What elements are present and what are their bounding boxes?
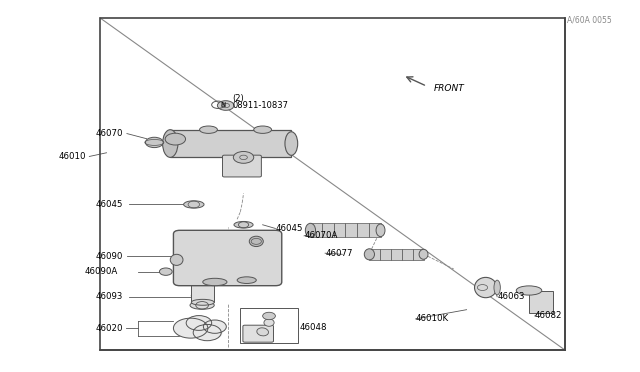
Ellipse shape xyxy=(163,130,178,157)
Ellipse shape xyxy=(170,254,183,265)
Text: FRONT: FRONT xyxy=(433,84,464,93)
Ellipse shape xyxy=(237,277,256,283)
Ellipse shape xyxy=(516,286,541,295)
Ellipse shape xyxy=(285,132,298,155)
Bar xyxy=(241,308,298,343)
Bar xyxy=(322,223,334,237)
Bar xyxy=(191,281,214,302)
Ellipse shape xyxy=(305,223,316,237)
Ellipse shape xyxy=(494,280,500,295)
Bar xyxy=(310,223,322,237)
Ellipse shape xyxy=(249,236,263,247)
Ellipse shape xyxy=(474,278,497,298)
Circle shape xyxy=(204,320,227,333)
Text: 46070A: 46070A xyxy=(304,231,337,240)
Text: 46063: 46063 xyxy=(497,292,525,301)
Bar xyxy=(334,223,346,237)
Bar xyxy=(170,130,291,157)
Circle shape xyxy=(195,324,223,341)
Circle shape xyxy=(173,318,209,339)
Text: 46082: 46082 xyxy=(535,311,563,320)
Bar xyxy=(346,223,357,237)
Circle shape xyxy=(159,268,172,275)
Bar xyxy=(391,249,402,260)
Text: 46090A: 46090A xyxy=(84,267,118,276)
Ellipse shape xyxy=(234,221,253,228)
Text: N: N xyxy=(220,102,225,108)
Bar xyxy=(357,223,369,237)
Bar xyxy=(369,223,381,237)
Ellipse shape xyxy=(191,292,213,299)
Ellipse shape xyxy=(203,278,227,286)
Ellipse shape xyxy=(419,249,428,259)
Circle shape xyxy=(165,133,186,145)
Bar xyxy=(402,249,413,260)
Text: 46070: 46070 xyxy=(96,129,123,138)
Text: 46090: 46090 xyxy=(96,251,123,261)
Bar xyxy=(380,249,391,260)
Text: 46045: 46045 xyxy=(275,224,303,233)
Ellipse shape xyxy=(191,299,214,305)
Ellipse shape xyxy=(376,224,385,237)
Text: (2): (2) xyxy=(232,94,244,103)
Text: 46093: 46093 xyxy=(96,292,123,301)
Bar xyxy=(369,249,380,260)
Circle shape xyxy=(234,151,253,163)
Text: 08911-10837: 08911-10837 xyxy=(232,101,288,110)
FancyBboxPatch shape xyxy=(173,230,282,286)
Text: A/60A 0055: A/60A 0055 xyxy=(567,15,612,25)
Ellipse shape xyxy=(253,126,271,134)
Circle shape xyxy=(218,101,234,110)
Bar xyxy=(413,249,424,260)
Text: 46020: 46020 xyxy=(96,324,123,333)
Ellipse shape xyxy=(200,126,218,134)
Circle shape xyxy=(262,312,275,320)
Text: 46045: 46045 xyxy=(96,200,123,209)
Ellipse shape xyxy=(190,301,214,310)
Text: 46048: 46048 xyxy=(300,323,327,331)
FancyBboxPatch shape xyxy=(223,155,261,177)
Bar xyxy=(529,291,553,313)
Text: 46077: 46077 xyxy=(325,249,353,258)
Bar xyxy=(100,18,565,350)
Circle shape xyxy=(145,137,163,148)
Ellipse shape xyxy=(184,201,204,208)
Circle shape xyxy=(186,315,212,330)
Text: 46010: 46010 xyxy=(59,152,86,161)
Ellipse shape xyxy=(264,319,274,326)
Text: 46010K: 46010K xyxy=(415,314,449,323)
Ellipse shape xyxy=(364,249,374,260)
Ellipse shape xyxy=(191,278,214,284)
Ellipse shape xyxy=(257,328,268,336)
FancyBboxPatch shape xyxy=(243,325,273,342)
